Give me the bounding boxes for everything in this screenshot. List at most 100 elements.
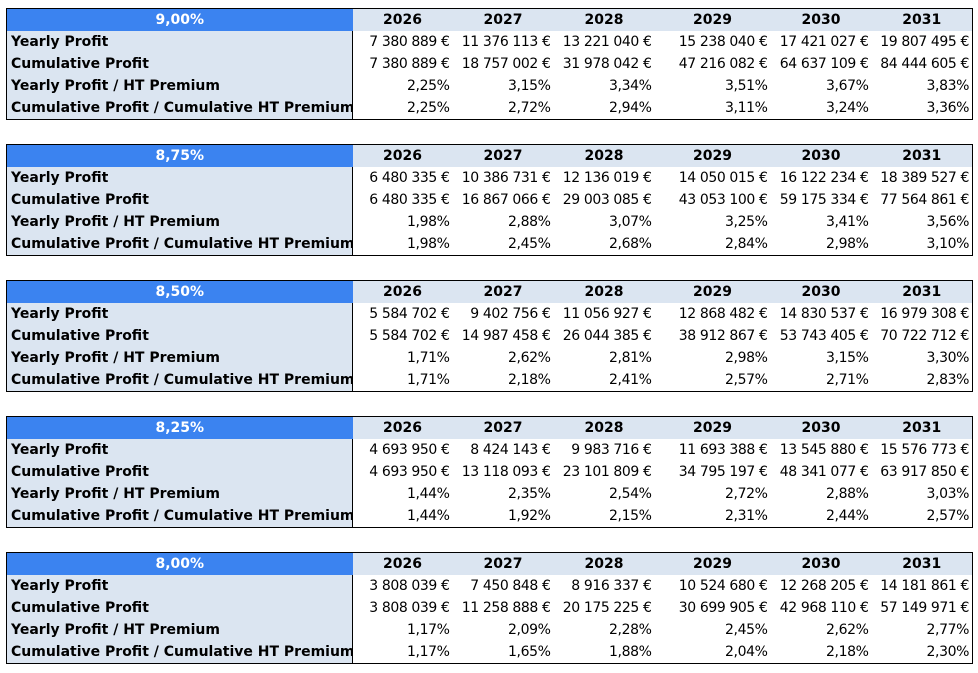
value-cell: 2,88%	[508, 214, 551, 230]
value-cell: 2,62%	[826, 622, 869, 638]
value-cell: 3,83%	[926, 78, 970, 94]
value-cell: 2,71%	[826, 372, 869, 388]
value-cell: 2,83%	[926, 372, 970, 388]
value-cell: 3 808 039 €	[352, 575, 453, 597]
rate-cell: 8,75%	[6, 144, 353, 167]
cumulative-profit-row: Cumulative Profit 5 584 702 € 14 987 458 €…	[6, 325, 973, 347]
year-header: 2030	[770, 144, 872, 167]
rate-cell: 8,00%	[6, 552, 353, 575]
year-header: 2028	[553, 552, 655, 575]
value-cell: 1,98%	[352, 211, 453, 233]
yearly-ratio-row: Yearly Profit / HT Premium 1,98% 2,88% 3,07…	[6, 211, 973, 233]
value-cell: 31 978 042 €	[562, 56, 652, 72]
value-cell: 16 979 308 €	[880, 306, 969, 322]
row-label: Yearly Profit / HT Premium	[6, 619, 353, 641]
row-label: Cumulative Profit	[6, 53, 353, 75]
row-label: Cumulative Profit / Cumulative HT Premiu…	[6, 369, 353, 392]
value-cell: 8 424 143 €	[470, 442, 551, 458]
row-label: Yearly Profit / HT Premium	[6, 211, 353, 233]
cumulative-profit-row: Cumulative Profit 4 693 950 € 13 118 093 €…	[6, 461, 973, 483]
cumulative-ratio-row: Cumulative Profit / Cumulative HT Premiu…	[6, 369, 973, 392]
value-cell: 12 136 019 €	[562, 170, 652, 186]
value-cell: 1,65%	[508, 644, 551, 660]
yearly-profit-row: Yearly Profit 5 584 702 € 9 402 756 € 11 05…	[6, 303, 973, 325]
year-header: 2029	[654, 144, 771, 167]
value-cell: 2,81%	[609, 350, 652, 366]
value-cell: 14 050 015 €	[678, 170, 768, 186]
value-cell: 3,24%	[826, 100, 869, 116]
value-cell: 11 693 388 €	[678, 442, 768, 458]
value-cell: 19 807 495 €	[880, 34, 969, 50]
value-cell: 13 118 093 €	[461, 464, 551, 480]
year-header: 2031	[871, 552, 973, 575]
cumulative-ratio-row: Cumulative Profit / Cumulative HT Premiu…	[6, 97, 973, 120]
value-cell: 2,72%	[725, 486, 768, 502]
value-cell: 3,11%	[725, 100, 768, 116]
value-cell: 16 867 066 €	[461, 192, 551, 208]
value-cell: 34 795 197 €	[678, 464, 768, 480]
value-cell: 7 380 889 €	[352, 53, 453, 75]
value-cell: 11 056 927 €	[562, 306, 652, 322]
value-cell: 2,18%	[826, 644, 869, 660]
yearly-ratio-row: Yearly Profit / HT Premium 1,44% 2,35% 2,54…	[6, 483, 973, 505]
value-cell: 3,41%	[826, 214, 869, 230]
cumulative-profit-row: Cumulative Profit 6 480 335 € 16 867 066 €…	[6, 189, 973, 211]
value-cell: 2,35%	[508, 486, 551, 502]
value-cell: 77 564 861 €	[880, 192, 969, 208]
value-cell: 8 916 337 €	[571, 578, 652, 594]
rate-table: 8,00% 2026 2027 2028 2029 2030 2031 Yearly Prof…	[6, 552, 973, 664]
cumulative-ratio-row: Cumulative Profit / Cumulative HT Premiu…	[6, 505, 973, 528]
value-cell: 14 987 458 €	[461, 328, 551, 344]
value-cell: 2,30%	[926, 644, 970, 660]
year-header: 2029	[654, 416, 771, 439]
value-cell: 3,30%	[926, 350, 970, 366]
value-cell: 2,45%	[725, 622, 768, 638]
rate-table: 9,00% 2026 2027 2028 2029 2030 2031 Yearly Prof…	[6, 8, 973, 120]
value-cell: 2,62%	[508, 350, 551, 366]
yearly-profit-row: Yearly Profit 4 693 950 € 8 424 143 € 9 983…	[6, 439, 973, 461]
value-cell: 15 238 040 €	[678, 34, 768, 50]
value-cell: 14 830 537 €	[779, 306, 869, 322]
value-cell: 11 376 113 €	[461, 34, 551, 50]
row-label: Yearly Profit	[6, 303, 353, 325]
year-header: 2026	[352, 144, 453, 167]
value-cell: 70 722 712 €	[880, 328, 969, 344]
value-cell: 6 480 335 €	[352, 167, 453, 189]
value-cell: 3,25%	[725, 214, 768, 230]
header-row: 8,25% 2026 2027 2028 2029 2030 2031	[6, 416, 973, 439]
value-cell: 2,31%	[725, 508, 768, 524]
row-label: Cumulative Profit / Cumulative HT Premiu…	[6, 233, 353, 256]
value-cell: 1,44%	[352, 483, 453, 505]
year-header: 2029	[654, 280, 771, 303]
year-header: 2030	[770, 416, 872, 439]
yearly-ratio-row: Yearly Profit / HT Premium 1,17% 2,09% 2,28…	[6, 619, 973, 641]
value-cell: 13 221 040 €	[562, 34, 652, 50]
year-header: 2031	[871, 8, 973, 31]
year-header: 2028	[553, 144, 655, 167]
row-label: Cumulative Profit / Cumulative HT Premiu…	[6, 97, 353, 120]
value-cell: 43 053 100 €	[678, 192, 768, 208]
year-header: 2031	[871, 416, 973, 439]
header-row: 9,00% 2026 2027 2028 2029 2030 2031	[6, 8, 973, 31]
value-cell: 64 637 109 €	[779, 56, 869, 72]
year-header: 2029	[654, 552, 771, 575]
year-header: 2027	[452, 8, 554, 31]
value-cell: 30 699 905 €	[678, 600, 768, 616]
value-cell: 18 389 527 €	[880, 170, 969, 186]
value-cell: 38 912 867 €	[678, 328, 768, 344]
value-cell: 5 584 702 €	[352, 303, 453, 325]
value-cell: 57 149 971 €	[880, 600, 969, 616]
value-cell: 1,44%	[352, 505, 453, 528]
cumulative-profit-row: Cumulative Profit 3 808 039 € 11 258 888 €…	[6, 597, 973, 619]
value-cell: 9 402 756 €	[470, 306, 551, 322]
year-header: 2026	[352, 416, 453, 439]
rate-table: 8,50% 2026 2027 2028 2029 2030 2031 Yearly Prof…	[6, 280, 973, 392]
year-header: 2030	[770, 8, 872, 31]
value-cell: 1,17%	[352, 619, 453, 641]
value-cell: 10 386 731 €	[461, 170, 551, 186]
header-row: 8,50% 2026 2027 2028 2029 2030 2031	[6, 280, 973, 303]
value-cell: 3,10%	[926, 236, 970, 252]
value-cell: 2,94%	[609, 100, 652, 116]
value-cell: 13 545 880 €	[779, 442, 869, 458]
row-label: Cumulative Profit	[6, 189, 353, 211]
